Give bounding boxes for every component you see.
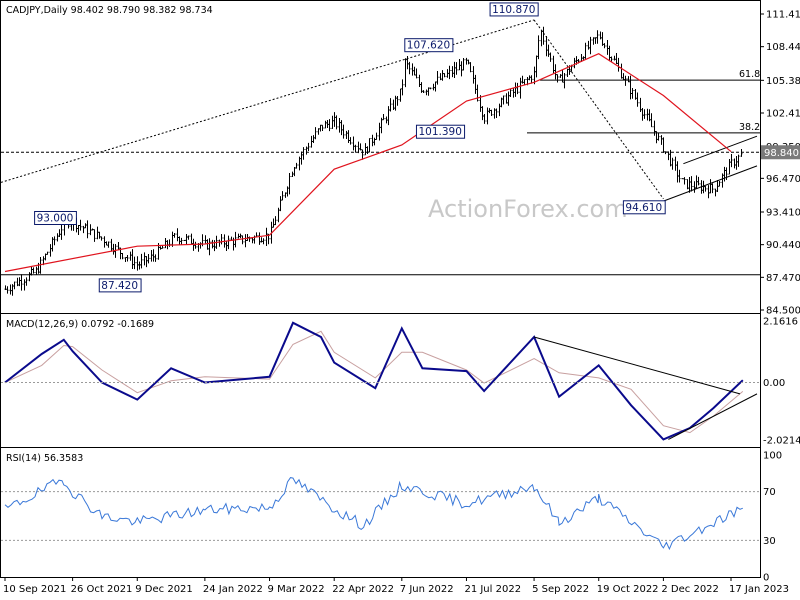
- long-trendline: [0, 19, 535, 183]
- macd-axis: 2.1616 0.00 -2.0214: [763, 317, 800, 447]
- time-tick-label: 9 Mar 2022: [268, 584, 325, 595]
- price-annotation-box: [622, 200, 666, 215]
- candlesticks: [4, 26, 743, 296]
- price-tick-label: 108.440: [766, 42, 800, 53]
- price-annotation-box: [404, 38, 454, 53]
- macd-signal-line: [4, 330, 744, 434]
- horizontal-levels: 61.8 38.2: [1, 69, 760, 276]
- price-annotation-label: 110.870: [492, 4, 535, 16]
- rsi-tick-label: 100: [763, 451, 782, 462]
- current-price-label: 98.840: [764, 148, 799, 159]
- price-tick-label: 96.470: [766, 174, 800, 185]
- moving-average: [4, 53, 732, 273]
- price-annotation-box: [34, 211, 77, 226]
- time-tick-label: 5 Sep 2022: [532, 584, 589, 595]
- rsi-label: RSI(14) 56.3583: [6, 453, 83, 464]
- symbol-line: CADJPY,Daily 98.402 98.790 98.382 98.734: [6, 5, 213, 16]
- rsi-panel-frame: [0, 447, 761, 578]
- macd-lines: [1, 321, 760, 441]
- fib-level-label: 61.8: [739, 69, 760, 80]
- time-tick-label: 26 Oct 2021: [71, 584, 133, 595]
- macd-panel-frame: [0, 313, 761, 448]
- price-annotation-box: [489, 2, 539, 17]
- time-tick-label: 2 Dec 2022: [661, 584, 719, 595]
- fib-level-label: 38.2: [739, 122, 760, 133]
- price-axis: 111.410108.440105.380102.41099.35096.470…: [760, 10, 800, 317]
- time-tick-label: 7 Jun 2022: [400, 584, 454, 595]
- price-annotation-label: 94.610: [625, 202, 662, 214]
- price-tick-label: 111.410: [766, 10, 800, 21]
- time-tick-label: 21 Jul 2022: [464, 584, 521, 595]
- macd-tick-label: -2.0214: [763, 436, 800, 447]
- price-tick-label: 87.470: [766, 273, 800, 284]
- macd-label: MACD(12,26,9) 0.0792 -0.1689: [6, 319, 154, 330]
- macd-trendline-upper: [533, 336, 741, 395]
- watermark: ActionForex.com: [428, 195, 628, 223]
- rsi-tick-label: 0: [763, 573, 769, 584]
- price-annotation-label: 87.420: [101, 280, 138, 292]
- price-tick-label: 84.500: [766, 306, 800, 317]
- trendlines: [0, 19, 758, 202]
- price-annotation-label: 107.620: [407, 40, 450, 52]
- macd-tick-label: 0.00: [763, 378, 785, 389]
- price-tick-label: 102.410: [766, 108, 800, 119]
- price-tick-label: 90.440: [766, 240, 800, 251]
- macd-trendline-lower: [668, 393, 758, 440]
- rsi-line-path: [4, 477, 743, 551]
- price-tick-label: 93.410: [766, 207, 800, 218]
- time-tick-label: 24 Jan 2022: [203, 584, 263, 595]
- time-tick-label: 17 Jan 2023: [729, 584, 789, 595]
- time-axis: 10 Sep 2021 26 Oct 2021 9 Dec 2021 24 Jan 2…: [3, 577, 789, 595]
- price-panel-frame: [0, 0, 761, 314]
- channel-upper-line: [683, 135, 758, 165]
- price-annotation-box: [415, 124, 466, 139]
- ma-line: [4, 53, 732, 273]
- price-annotation-label: 101.390: [418, 126, 461, 138]
- time-tick-label: 10 Sep 2021: [3, 584, 66, 595]
- rsi-tick-label: 70: [763, 487, 776, 498]
- time-tick-label: 19 Oct 2022: [597, 584, 659, 595]
- macd-main-line: [4, 321, 744, 441]
- price-annotation-box: [98, 278, 142, 293]
- price-tick-label: 105.380: [766, 76, 800, 87]
- time-tick-label: 22 Apr 2022: [332, 584, 394, 595]
- rsi-tick-label: 30: [763, 536, 776, 547]
- price-annotations: 110.870 107.620 101.390 93.000 87.420 94.610: [34, 2, 666, 293]
- decline-trendline: [533, 19, 664, 200]
- macd-tick-label: 2.1616: [763, 317, 798, 328]
- price-annotation-label: 93.000: [37, 213, 74, 225]
- time-tick-label: 9 Dec 2021: [135, 584, 193, 595]
- current-price-tag: [761, 145, 800, 160]
- rsi-axis: 100 70 30 0: [763, 451, 782, 584]
- rsi-line: [1, 477, 760, 551]
